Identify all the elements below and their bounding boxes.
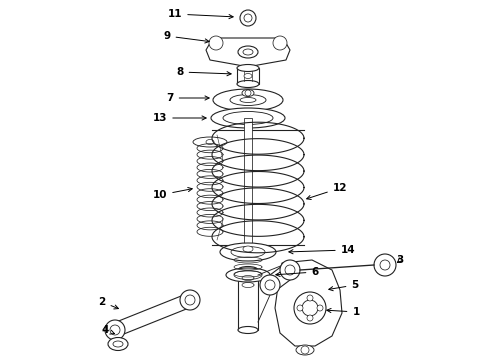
Circle shape [307,295,313,301]
Text: 9: 9 [164,31,209,43]
Ellipse shape [206,139,214,144]
Circle shape [273,36,287,50]
Circle shape [307,315,313,321]
Ellipse shape [237,81,259,87]
Circle shape [244,14,252,22]
Ellipse shape [296,345,314,355]
Text: 7: 7 [166,93,209,103]
Ellipse shape [243,246,253,252]
Ellipse shape [220,243,276,261]
Ellipse shape [238,327,258,333]
Ellipse shape [242,90,254,96]
Circle shape [294,292,326,324]
Ellipse shape [244,73,252,78]
Polygon shape [112,293,193,337]
Circle shape [280,260,300,280]
Circle shape [297,305,303,311]
Circle shape [185,295,195,305]
Text: 5: 5 [329,280,359,291]
Polygon shape [206,38,290,67]
Circle shape [380,260,390,270]
Ellipse shape [234,270,262,279]
Circle shape [245,90,251,96]
Text: 13: 13 [153,113,206,123]
Polygon shape [275,260,342,346]
Text: 10: 10 [153,188,192,200]
Ellipse shape [237,64,259,72]
Circle shape [285,265,295,275]
Ellipse shape [213,89,283,111]
Bar [237,68,259,84]
Text: 11: 11 [168,9,233,19]
Circle shape [302,300,318,316]
Circle shape [240,10,256,26]
Circle shape [180,290,200,310]
Text: 2: 2 [98,297,119,309]
Text: 1: 1 [327,307,360,317]
Ellipse shape [230,94,266,105]
Text: 14: 14 [289,245,355,255]
Ellipse shape [231,247,265,257]
Circle shape [209,36,223,50]
Ellipse shape [108,338,128,351]
Text: 12: 12 [307,183,347,199]
Ellipse shape [240,98,256,103]
Ellipse shape [223,112,273,125]
Ellipse shape [238,266,258,274]
Circle shape [265,280,275,290]
Circle shape [374,254,396,276]
Bar [238,270,258,330]
Circle shape [110,325,120,335]
Ellipse shape [193,137,227,147]
Circle shape [105,320,125,340]
Circle shape [317,305,323,311]
Text: 8: 8 [176,67,231,77]
Text: 4: 4 [101,325,115,335]
Ellipse shape [211,108,285,128]
Bar [244,118,252,248]
Text: 3: 3 [396,255,404,265]
Ellipse shape [243,49,253,55]
Text: 6: 6 [276,267,318,277]
Ellipse shape [226,268,270,282]
Ellipse shape [238,46,258,58]
Polygon shape [265,264,295,291]
Circle shape [260,275,280,295]
Ellipse shape [113,341,123,347]
Circle shape [301,346,309,354]
